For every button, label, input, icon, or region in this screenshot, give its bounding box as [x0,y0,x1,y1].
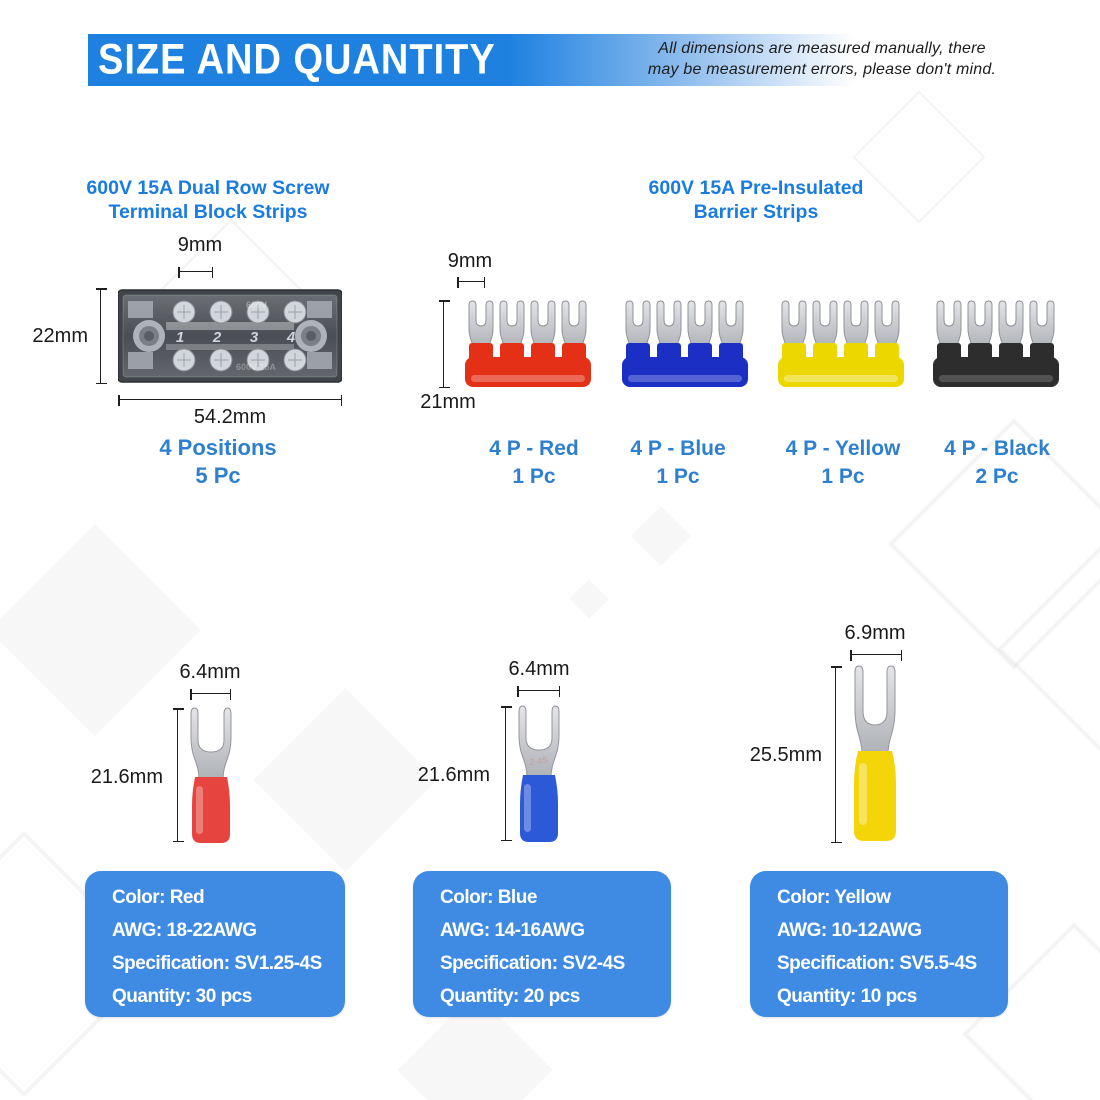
blue-spade-width-line [517,685,560,697]
block-number-1: 1 [176,329,184,346]
yellow-spade-height-line [830,666,842,843]
red-spade-height-line [172,708,184,842]
block-height-dimension-line [95,288,107,384]
block-caption-positions: 4 Positions [159,435,277,460]
red-spade-height-dimension: 21.6mm [90,766,163,788]
blue-spade-height-line [500,706,512,841]
yellow-spade-width-dimension: 6.9mm [844,622,906,644]
strip-qty-black: 2 Pc [975,465,1019,488]
yellow-spade-terminal-image [854,665,896,841]
right-title-line1: 600V 15A Pre-Insulated [648,177,864,199]
spec-blue-spec: Specification: SV2-4S [440,953,625,974]
strip-pitch-dimension: 9mm [447,250,493,272]
strip-qty-red: 1 Pc [512,465,556,488]
block-pitch-dimension: 9mm [177,234,223,256]
barrier-strip-red [465,300,591,387]
spec-box-red: Color: Red AWG: 18-22AWG Specification: … [85,871,345,1017]
spec-yellow-color: Color: Yellow [777,887,891,908]
strip-height-dimension: 21mm [420,391,476,413]
spec-red-qty: Quantity: 30 pcs [112,986,252,1007]
block-number-3: 3 [250,329,259,346]
spec-yellow-spec: Specification: SV5.5-4S [777,953,977,974]
strip-qty-yellow: 1 Pc [821,465,865,488]
yellow-spade-height-dimension: 25.5mm [749,744,822,766]
yellow-spade-width-line [850,649,902,661]
background-diamond [569,579,609,619]
spec-blue-qty: Quantity: 20 pcs [440,986,580,1007]
left-title-line2: Terminal Block Strips [108,201,308,223]
block-caption-qty: 5 Pc [195,463,241,488]
right-title-line2: Barrier Strips [693,201,819,223]
spec-yellow-awg: AWG: 10-12AWG [777,920,922,941]
left-title-line1: 600V 15A Dual Row Screw [86,177,330,199]
red-spade-terminal-image [190,707,232,843]
terminal-block-image: 600V 600V 15A 1 2 3 4 [118,289,342,383]
barrier-strip-blue [622,300,748,387]
left-section-title: 600V 15A Dual Row Screw Terminal Block S… [58,176,358,224]
spec-blue-awg: AWG: 14-16AWG [440,920,585,941]
block-number-4: 4 [286,329,296,346]
block-height-dimension: 22mm [32,325,88,347]
block-number-2: 2 [212,329,222,346]
barrier-strip-yellow [778,300,904,387]
strip-height-dimension-line [438,300,450,388]
spec-red-spec: Specification: SV1.25-4S [112,953,322,974]
blue-spade-stamp: 2-4S [528,755,548,768]
spec-blue-color: Color: Blue [440,887,537,908]
strip-pitch-dimension-line [457,276,485,288]
background-diamond [631,506,690,565]
strip-qty-blue: 1 Pc [656,465,700,488]
disclaimer-line1: All dimensions are measured manually, th… [658,40,986,57]
red-spade-width-line [190,688,231,700]
block-marking-bottom: 600V 15A [236,362,277,372]
strip-label-red: 4 P - Red [489,437,579,460]
blue-spade-height-dimension: 21.6mm [417,764,490,786]
blue-spade-terminal-image: 2-4S [518,705,560,842]
block-length-dimension: 54.2mm [193,406,267,428]
header-banner: SIZE AND QUANTITY [88,34,1023,86]
spec-box-blue: Color: Blue AWG: 14-16AWG Specification:… [413,871,671,1017]
strip-label-black: 4 P - Black [944,437,1050,460]
block-pitch-dimension-line [178,266,213,278]
block-marking-top: 600V [246,300,267,310]
disclaimer-line2: may be measurement errors, please don't … [647,61,997,78]
right-section-title: 600V 15A Pre-Insulated Barrier Strips [606,176,906,224]
page-title: SIZE AND QUANTITY [98,35,496,83]
red-spade-width-dimension: 6.4mm [179,661,241,683]
strip-label-yellow: 4 P - Yellow [785,437,901,460]
strip-label-blue: 4 P - Blue [630,437,726,460]
background-diamond [0,524,201,736]
barrier-strip-black [933,300,1059,387]
block-length-dimension-line [118,394,342,406]
spec-red-color: Color: Red [112,887,205,908]
disclaimer-note: All dimensions are measured manually, th… [622,38,1022,80]
spec-yellow-qty: Quantity: 10 pcs [777,986,917,1007]
spec-box-yellow: Color: Yellow AWG: 10-12AWG Specificatio… [750,871,1008,1017]
spec-red-awg: AWG: 18-22AWG [112,920,257,941]
background-diamond [997,537,1100,761]
blue-spade-width-dimension: 6.4mm [508,658,570,680]
